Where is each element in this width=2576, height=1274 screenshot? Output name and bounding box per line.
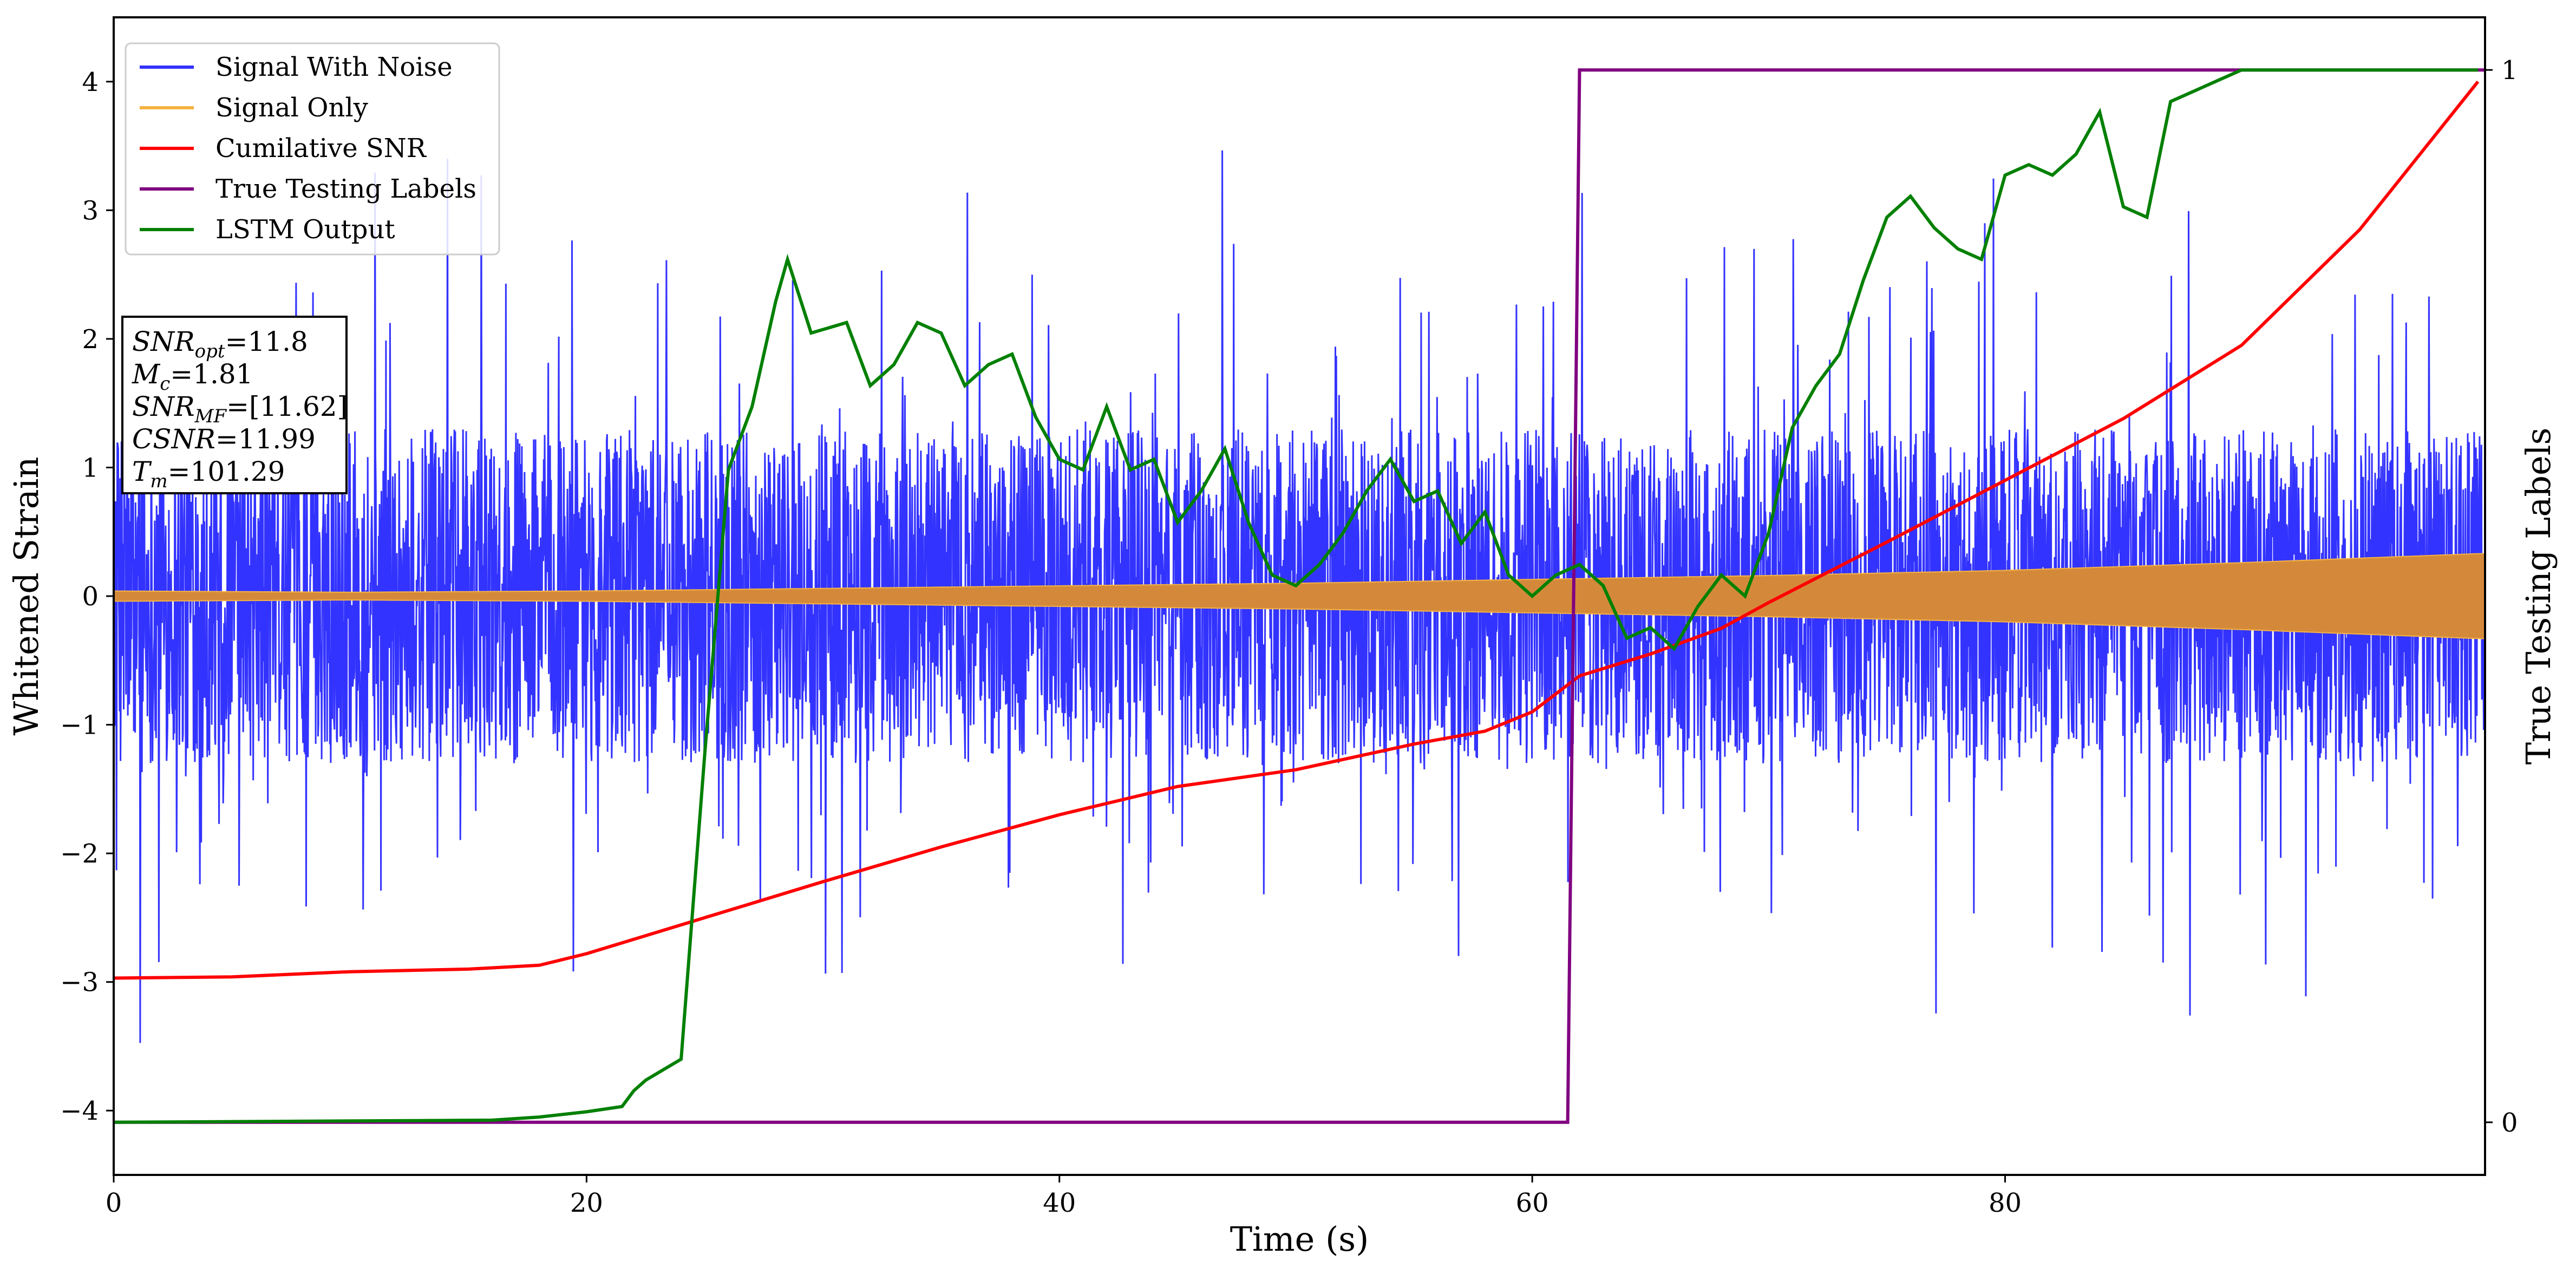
x-tick-label: 40 <box>1043 1188 1076 1218</box>
info-value: =[11.62] <box>226 391 348 422</box>
y-tick-label: 0 <box>82 582 99 612</box>
x-axis-label: Time (s) <box>1230 1219 1369 1259</box>
legend-label: Cumilative SNR <box>215 133 427 164</box>
legend: Signal With Noise Signal Only Cumilative S… <box>125 42 500 256</box>
y-tick-label: 4 <box>82 67 99 97</box>
info-box: SNRopt=11.8Mc=1.81SNRMF=[11.62]CSNR=11.9… <box>121 316 348 494</box>
info-symbol: SNR <box>132 326 195 357</box>
x-tick-label: 0 <box>106 1188 122 1218</box>
y2-axis: 01 <box>2485 55 2518 1138</box>
info-subscript: MF <box>194 406 227 427</box>
info-value: =101.29 <box>168 456 285 487</box>
info-line: Mc=1.81 <box>132 358 253 395</box>
series-signal-with-noise <box>114 150 2485 1043</box>
y-tick-label: 3 <box>82 195 99 226</box>
legend-label: Signal Only <box>215 93 368 123</box>
y-tick-label: 2 <box>82 324 99 355</box>
y-tick-label: −3 <box>60 968 99 998</box>
y2-tick-label: 0 <box>2501 1108 2518 1138</box>
legend-label: LSTM Output <box>215 214 395 245</box>
info-value: =1.81 <box>170 358 253 390</box>
y-tick-label: −1 <box>60 710 99 741</box>
info-value: =11.99 <box>215 423 316 455</box>
info-symbol: CSNR <box>132 423 215 455</box>
y2-axis-label: True Testing Labels <box>2519 428 2558 765</box>
info-symbol: T <box>132 456 152 487</box>
series-true-testing-labels <box>114 68 2485 1124</box>
plot-area <box>114 68 2485 1124</box>
legend-frame <box>125 42 500 256</box>
info-line: SNRMF=[11.62] <box>132 391 348 427</box>
y-axis: −4 −3 −2 −1 0 1 2 3 4 <box>60 67 114 1126</box>
info-line: CSNR=11.99 <box>132 423 316 455</box>
legend-label: True Testing Labels <box>215 174 476 204</box>
y-tick-label: 1 <box>82 453 99 483</box>
info-subscript: c <box>160 373 170 395</box>
series-lstm-output <box>114 68 2478 1124</box>
info-symbol: SNR <box>132 391 195 422</box>
y2-tick-label: 1 <box>2501 55 2518 86</box>
info-line: SNRopt=11.8 <box>132 326 308 362</box>
series-cumilative-snr <box>114 80 2480 980</box>
y-tick-label: −2 <box>60 839 99 869</box>
info-line: Tm=101.29 <box>132 456 285 492</box>
x-tick-label: 20 <box>570 1188 603 1218</box>
info-value: =11.8 <box>225 326 308 357</box>
info-box-frame <box>121 316 348 494</box>
x-tick-label: 80 <box>1989 1188 2022 1218</box>
series-signal-only <box>114 553 2485 639</box>
x-tick-label: 60 <box>1516 1188 1549 1218</box>
info-subscript: m <box>150 471 167 492</box>
y-axis-label: Whitened Strain <box>6 457 46 736</box>
info-subscript: opt <box>195 341 225 362</box>
info-symbol: M <box>132 358 161 390</box>
x-axis: 0 20 40 60 80 <box>106 1175 2022 1218</box>
y-tick-label: −4 <box>60 1096 99 1126</box>
legend-label: Signal With Noise <box>215 52 453 82</box>
